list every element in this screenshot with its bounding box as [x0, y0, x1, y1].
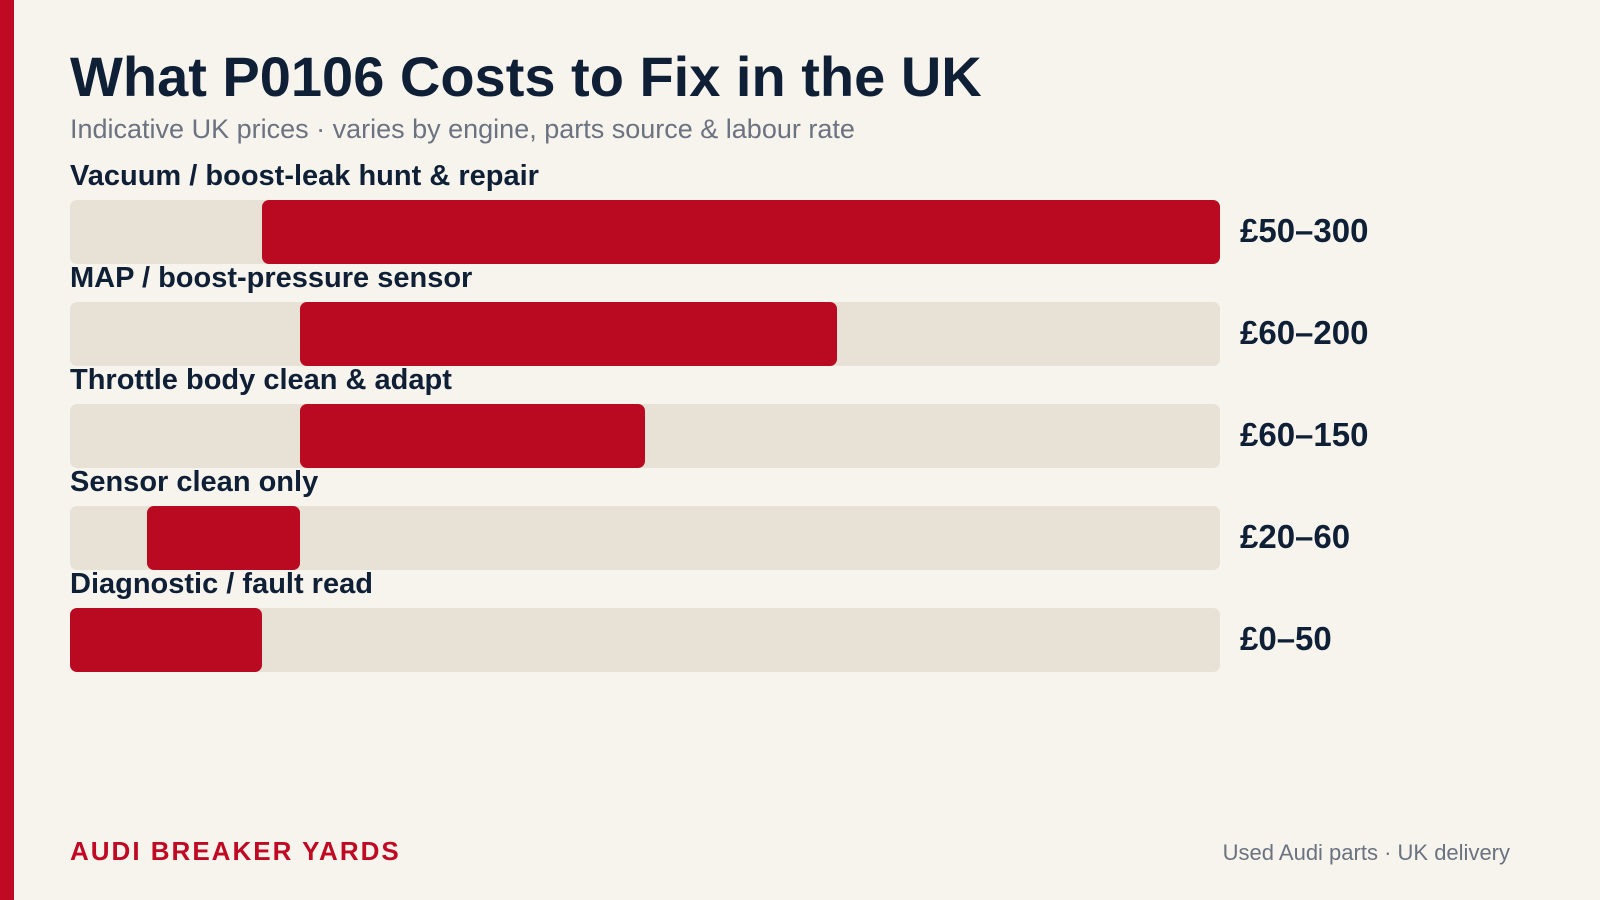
bar-track	[70, 506, 1220, 570]
cost-range-bar	[70, 608, 262, 672]
category-label: Throttle body clean & adapt	[70, 364, 452, 396]
value-label: £0–50	[1240, 620, 1332, 657]
value-label: £60–150	[1240, 416, 1369, 453]
value-label: £50–300	[1240, 212, 1369, 249]
chart-subtitle: Indicative UK prices · varies by engine,…	[70, 114, 855, 144]
category-label: Sensor clean only	[70, 466, 319, 498]
category-label: Vacuum / boost-leak hunt & repair	[70, 160, 539, 192]
bar-track	[70, 200, 1220, 264]
bar-track	[70, 404, 1220, 468]
bar-row: Diagnostic / fault read £0–50	[70, 568, 1520, 672]
chart-title: What P0106 Costs to Fix in the UK	[70, 45, 982, 108]
footer-tagline: Used Audi parts · UK delivery	[1222, 840, 1510, 865]
cost-range-bar	[300, 404, 645, 468]
value-label: £20–60	[1240, 518, 1351, 555]
bar-row: Throttle body clean & adapt £60–150	[70, 364, 1520, 468]
value-label: £60–200	[1240, 314, 1369, 351]
category-label: MAP / boost-pressure sensor	[70, 262, 473, 294]
bar-row: Sensor clean only £20–60	[70, 466, 1520, 570]
bar-track	[70, 302, 1220, 366]
cost-range-bar	[261, 200, 1220, 264]
cost-range-bar	[300, 302, 837, 366]
category-label: Diagnostic / fault read	[70, 568, 373, 600]
cost-range-bar	[146, 506, 300, 570]
bar-track	[70, 608, 1220, 672]
brand-name: AUDI BREAKER YARDS	[70, 836, 401, 866]
bar-row: MAP / boost-pressure sensor £60–200	[70, 262, 1520, 366]
bar-row: Vacuum / boost-leak hunt & repair £50–300	[70, 160, 1520, 264]
left-accent-stripe	[0, 0, 14, 900]
